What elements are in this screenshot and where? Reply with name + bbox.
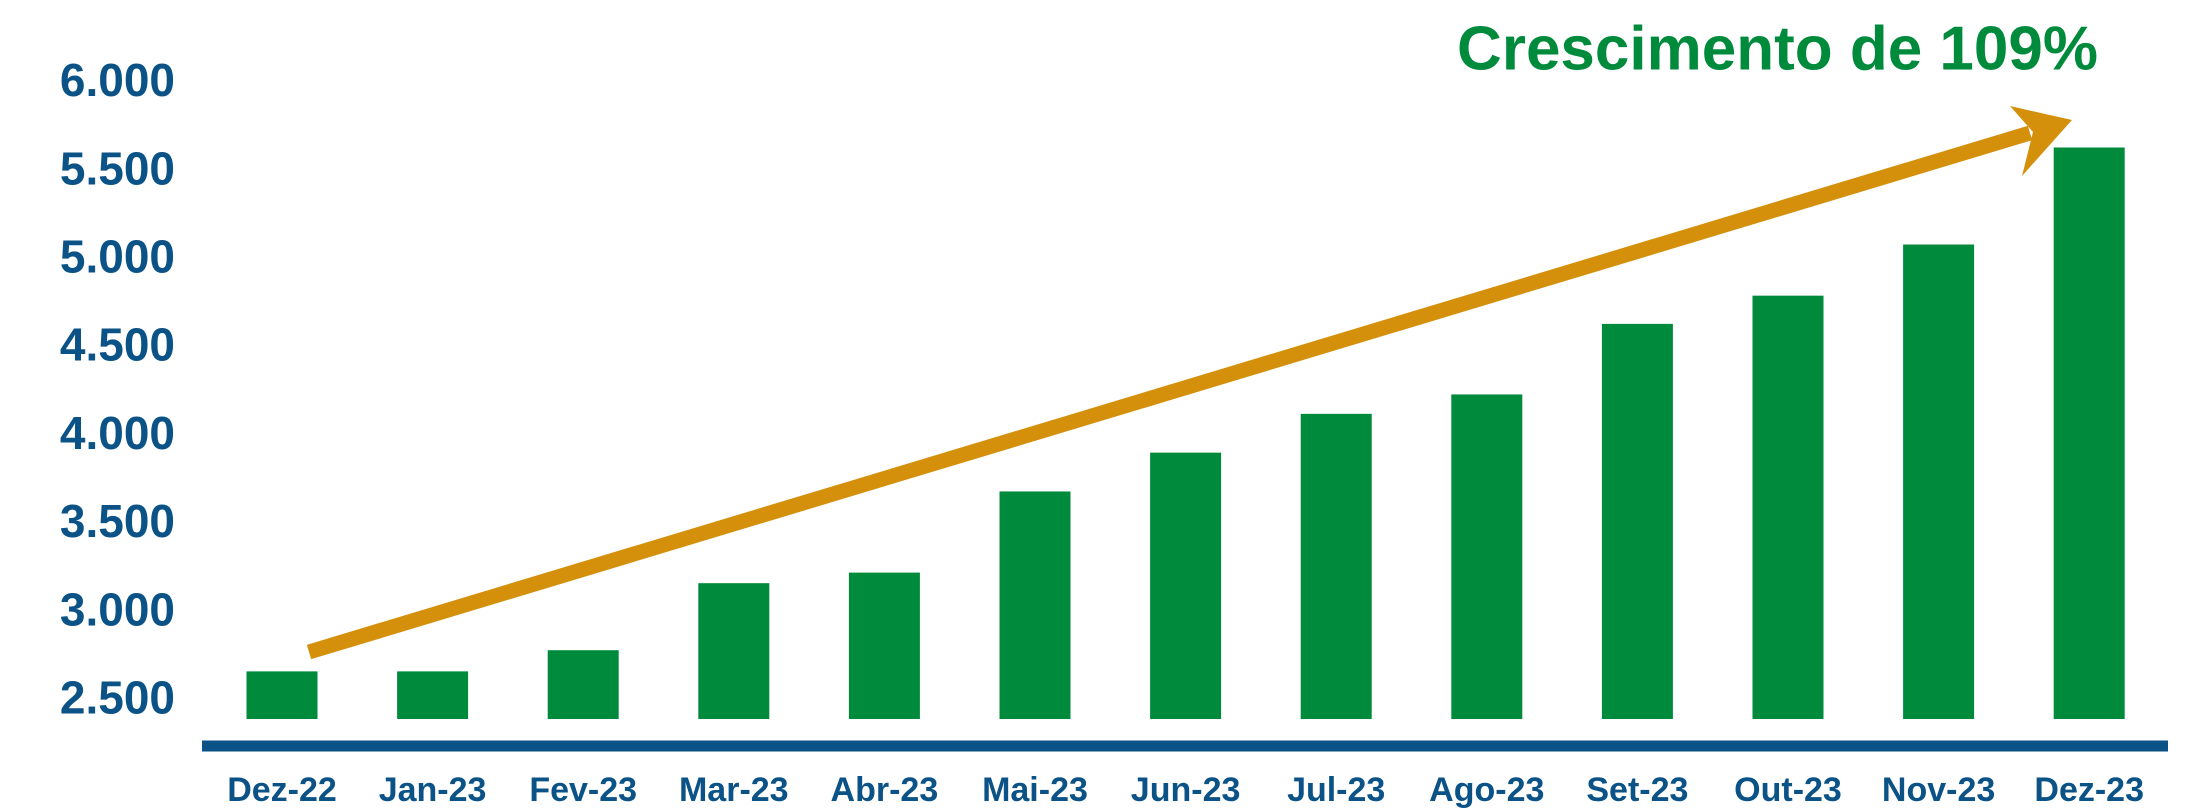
bar (1300, 413, 1372, 719)
bar (1451, 394, 1523, 719)
bar (246, 671, 318, 719)
x-tick-label: Out-23 (1734, 771, 1842, 809)
annotation: Crescimento de 109% (1457, 14, 2098, 83)
y-tick-label: 3.000 (60, 583, 175, 635)
x-tick-label: Dez-22 (227, 771, 337, 809)
x-tick-label: Fev-23 (529, 771, 637, 809)
x-tick-label: Mai-23 (982, 771, 1088, 809)
y-tick-label: 4.000 (60, 407, 175, 459)
x-tick-label: Nov-23 (1882, 771, 1995, 809)
arrow-head (2010, 106, 2072, 176)
bar (547, 650, 619, 719)
bar (397, 671, 469, 719)
bar (848, 572, 920, 719)
y-tick-label: 5.500 (60, 142, 175, 194)
x-tick-label: Jun-23 (1131, 771, 1241, 809)
x-tick-label: Abr-23 (831, 771, 939, 809)
y-tick-label: 3.500 (60, 495, 175, 547)
x-tick-label: Mar-23 (679, 771, 789, 809)
bar (1903, 244, 1975, 719)
bar (999, 491, 1071, 719)
trend-arrow (306, 125, 2033, 660)
x-tick-label: Dez-23 (2034, 771, 2144, 809)
y-tick-label: 2.500 (60, 672, 175, 724)
x-tick-label: Ago-23 (1429, 771, 1544, 809)
bar (1601, 323, 1673, 719)
bar (698, 583, 770, 719)
x-tick-label: Jan-23 (379, 771, 487, 809)
y-tick-label: 5.000 (60, 231, 175, 283)
y-tick-label: 6.000 (60, 54, 175, 106)
bar (2053, 147, 2125, 719)
bar (1150, 452, 1222, 719)
x-tick-label: Jul-23 (1287, 771, 1385, 809)
bar (1752, 295, 1824, 719)
y-tick-label: 4.500 (60, 319, 175, 371)
x-tick-label: Set-23 (1586, 771, 1688, 809)
